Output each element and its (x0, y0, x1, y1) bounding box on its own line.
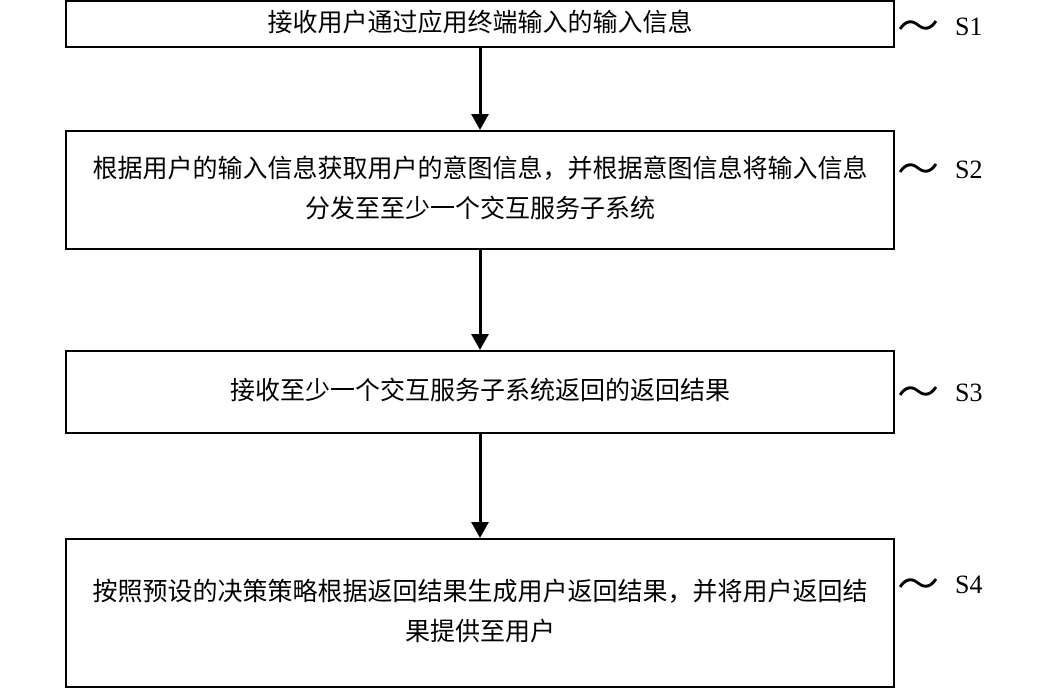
step-label-s1: S1 (955, 12, 982, 42)
step-text-s1: 接收用户通过应用终端输入的输入信息 (267, 4, 692, 44)
step-box-s3: 接收至少一个交互服务子系统返回的返回结果 (65, 350, 895, 434)
step-box-s2: 根据用户的输入信息获取用户的意图信息，并根据意图信息将输入信息分发至至少一个交互… (65, 130, 895, 250)
step-box-s1: 接收用户通过应用终端输入的输入信息 (65, 0, 895, 48)
step-text-s3: 接收至少一个交互服务子系统返回的返回结果 (230, 372, 730, 412)
tilde-s3 (898, 379, 938, 403)
step-label-s3: S3 (955, 378, 982, 408)
arrowhead-s2-s3 (471, 334, 489, 350)
step-text-s4: 按照预设的决策策略根据返回结果生成用户返回结果，并将用户返回结果提供至用户 (87, 573, 873, 653)
step-text-s2: 根据用户的输入信息获取用户的意图信息，并根据意图信息将输入信息分发至至少一个交互… (87, 150, 873, 230)
connector-s1-s2 (479, 48, 482, 114)
connector-s2-s3 (479, 250, 482, 334)
step-box-s4: 按照预设的决策策略根据返回结果生成用户返回结果，并将用户返回结果提供至用户 (65, 538, 895, 688)
tilde-s1 (898, 13, 938, 37)
step-label-s2: S2 (955, 155, 982, 185)
arrowhead-s3-s4 (471, 522, 489, 538)
tilde-s4 (898, 571, 938, 595)
tilde-s2 (898, 156, 938, 180)
arrowhead-s1-s2 (471, 114, 489, 130)
step-label-s4: S4 (955, 570, 982, 600)
connector-s3-s4 (479, 434, 482, 522)
flowchart-container: 接收用户通过应用终端输入的输入信息 S1 根据用户的输入信息获取用户的意图信息，… (0, 0, 1050, 700)
